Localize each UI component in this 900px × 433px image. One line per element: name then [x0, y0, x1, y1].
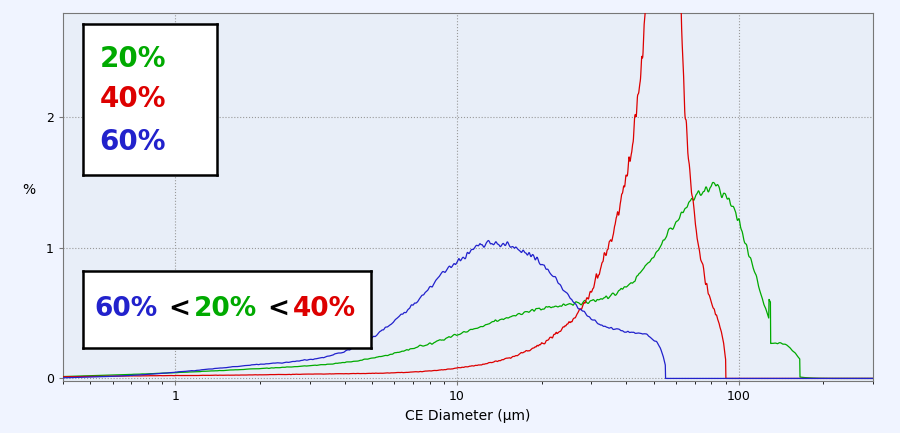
X-axis label: CE Diameter (μm): CE Diameter (μm) — [405, 409, 531, 423]
Y-axis label: %: % — [22, 183, 36, 197]
